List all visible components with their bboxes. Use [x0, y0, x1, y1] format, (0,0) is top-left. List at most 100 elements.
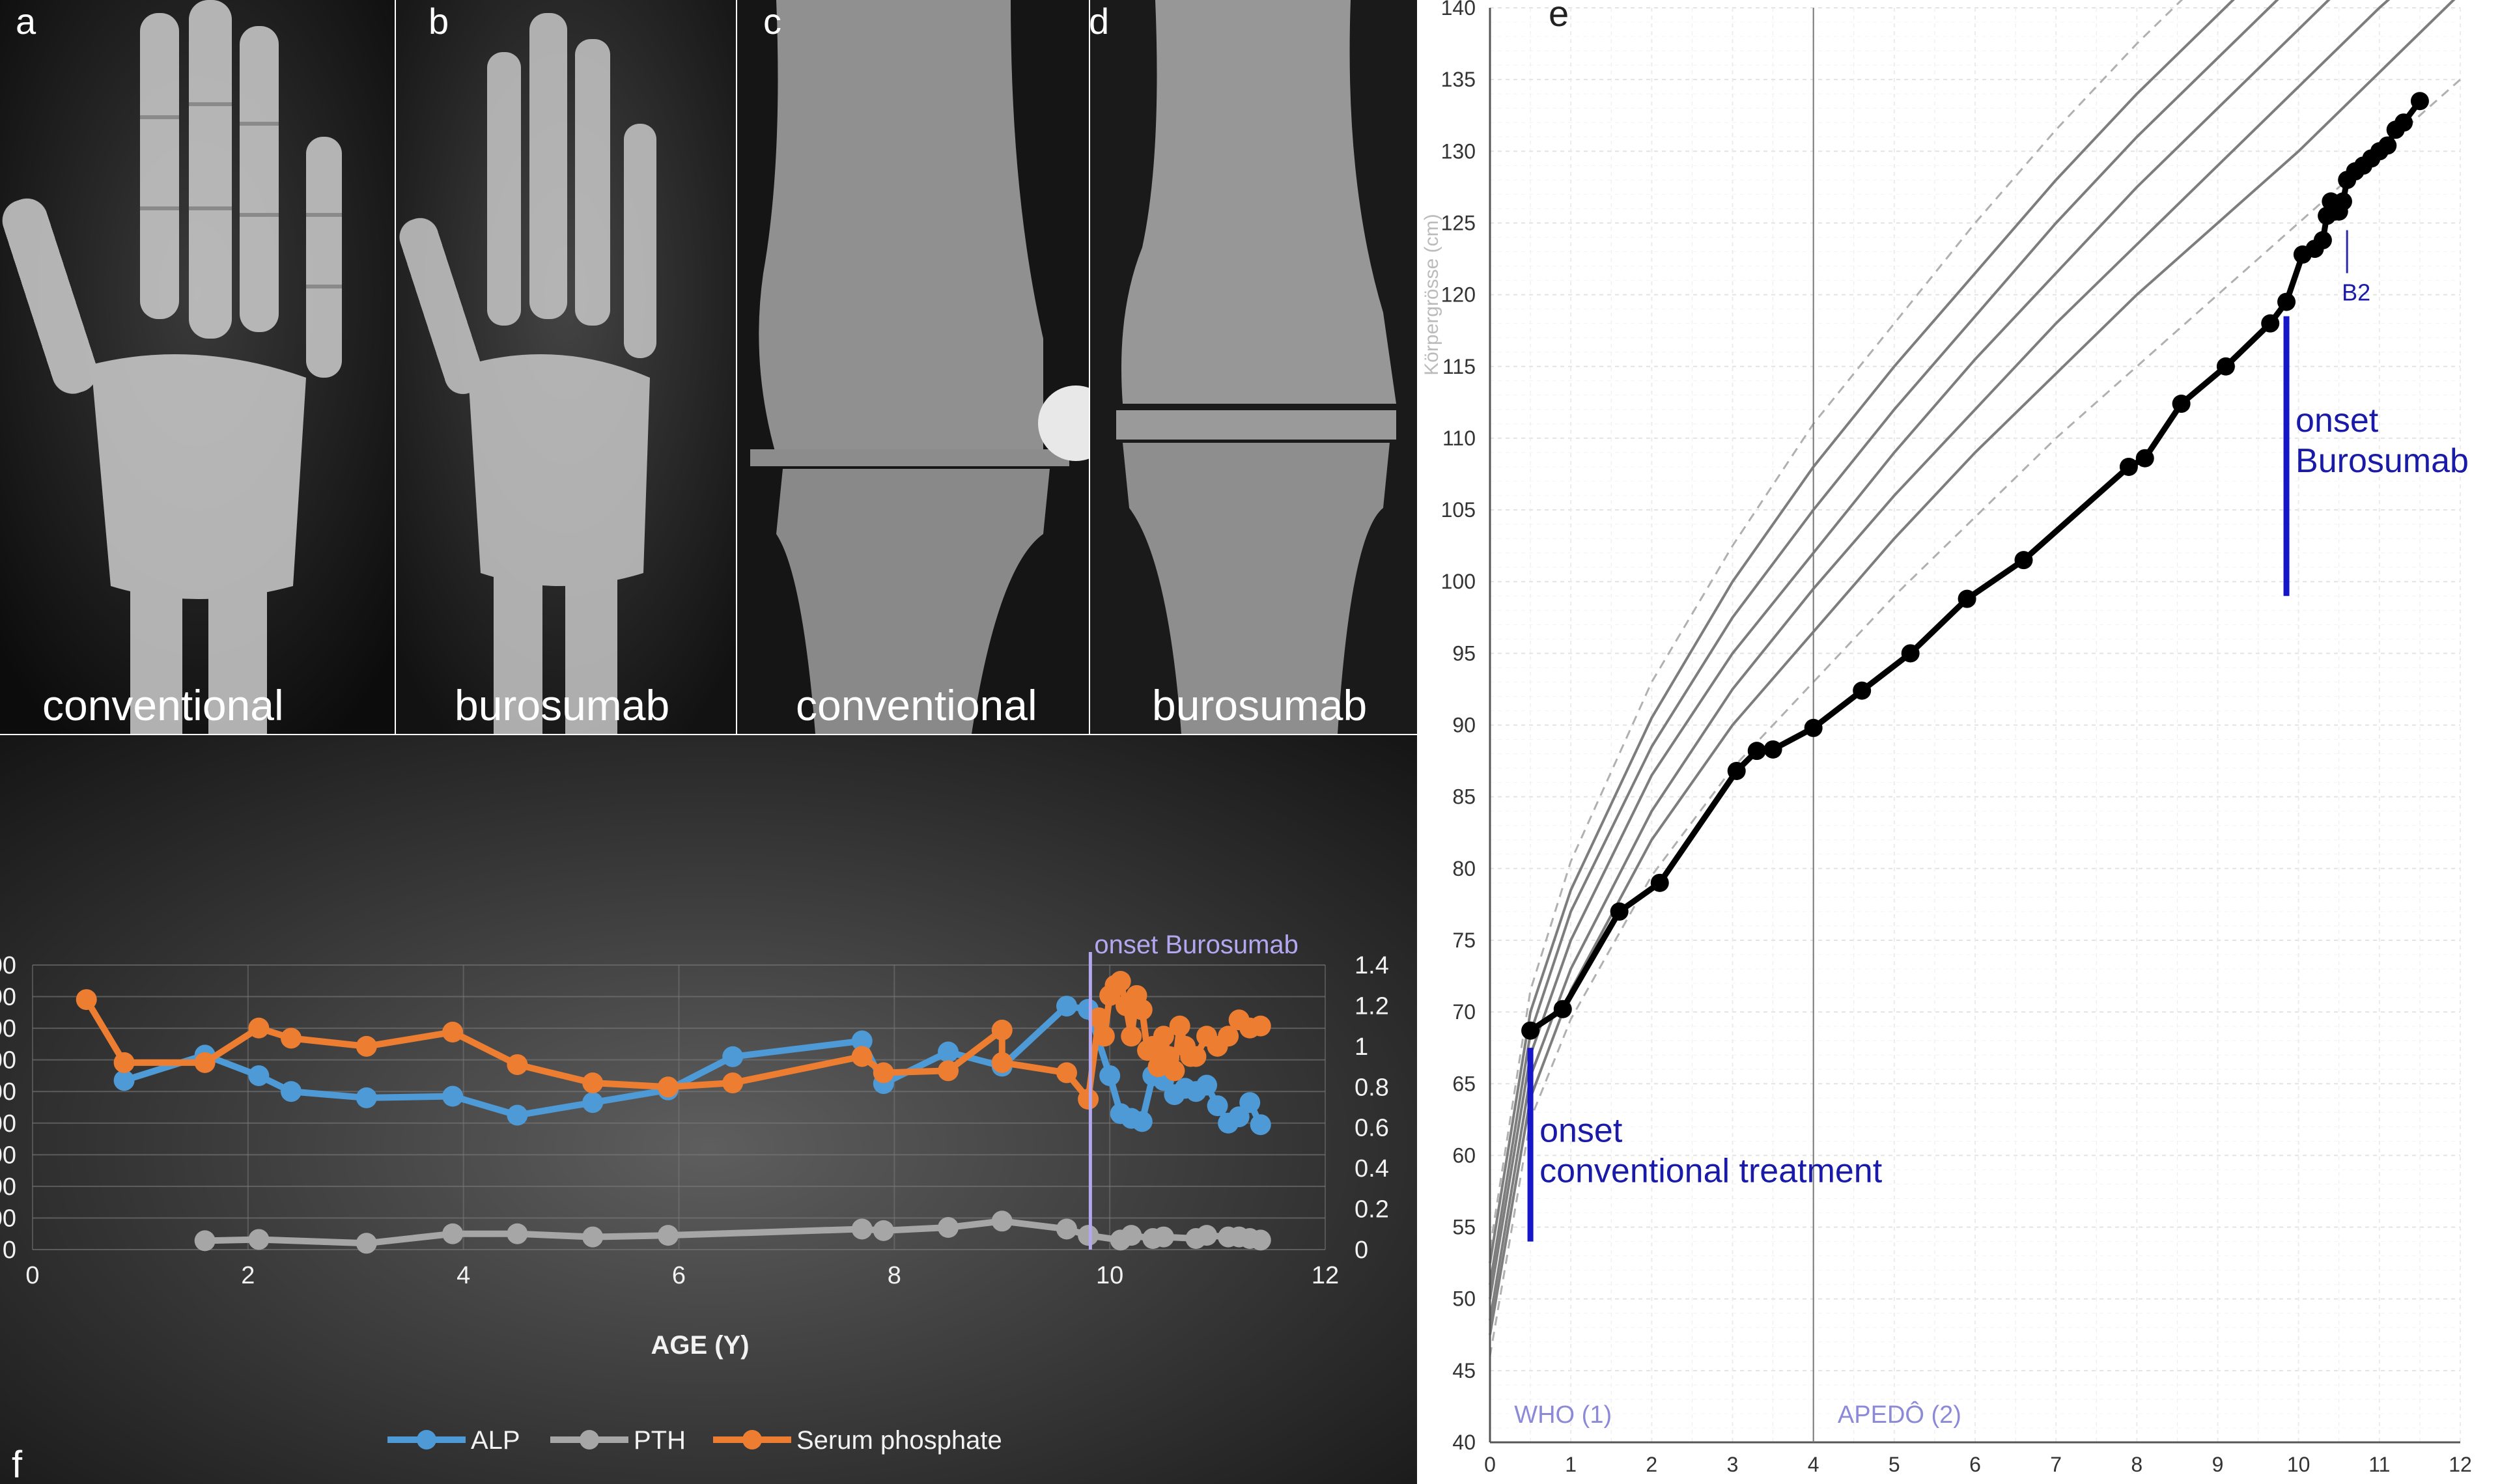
- panel-letter-b: b: [428, 1, 449, 42]
- annotation-label: onset: [1539, 1112, 1623, 1150]
- data-point: [1056, 1218, 1077, 1240]
- x-tick-label: 6: [1969, 1453, 1981, 1476]
- data-point: [1056, 1062, 1077, 1084]
- y-tick-label: 0: [3, 1237, 16, 1264]
- hand-xray-image: [396, 0, 736, 734]
- data-point: [442, 1223, 464, 1244]
- data-point: [442, 1022, 464, 1043]
- data-point: [657, 1076, 679, 1098]
- y-tick-label: 45: [1452, 1359, 1476, 1382]
- data-point: [76, 989, 97, 1011]
- reference-label: WHO (1): [1514, 1401, 1612, 1429]
- data-point: [1958, 589, 1976, 608]
- x-tick-label: 2: [1646, 1453, 1657, 1476]
- x-tick-label: 10: [2287, 1453, 2310, 1476]
- data-point: [1250, 1015, 1271, 1037]
- panel-letter-a: a: [16, 1, 36, 42]
- data-point: [938, 1217, 959, 1239]
- x-tick-label: 2: [241, 1262, 255, 1289]
- y-tick-label: 900: [0, 952, 16, 979]
- y2-tick-label: 1.2: [1355, 992, 1389, 1020]
- reference-label: APEDÔ (2): [1838, 1400, 1961, 1429]
- data-point: [851, 1218, 873, 1240]
- data-point: [1185, 1046, 1207, 1067]
- data-point: [1121, 1225, 1142, 1246]
- data-point: [1763, 740, 1782, 759]
- data-point: [2135, 449, 2154, 468]
- data-point: [582, 1226, 604, 1248]
- data-point: [2119, 457, 2138, 476]
- data-point: [722, 1072, 744, 1094]
- caption-c: conventional: [796, 681, 1037, 729]
- data-point: [2378, 136, 2397, 155]
- y-tick-label: 100: [0, 1205, 16, 1232]
- data-point: [2395, 113, 2413, 132]
- percentile-curve: [1489, 0, 2184, 1249]
- x-tick-label: 8: [888, 1262, 901, 1289]
- y-tick-label: 55: [1452, 1216, 1476, 1239]
- data-point: [1078, 1225, 1099, 1246]
- panel-letter-e: e: [1549, 0, 1569, 34]
- panel-b-xray-hand: b burosumab: [396, 0, 736, 734]
- data-point: [873, 1062, 894, 1084]
- y-tick-label: 95: [1452, 641, 1476, 665]
- y-tick-label: 80: [1452, 857, 1476, 880]
- y-tick-label: 600: [0, 1047, 16, 1074]
- caption-a: conventional: [42, 681, 284, 729]
- data-point: [2216, 357, 2235, 376]
- annotation-label: onset Burosumab: [1094, 931, 1299, 959]
- y-tick-label: 140: [1441, 0, 1476, 20]
- y-tick-label: 90: [1452, 714, 1476, 737]
- hand-xray-image: [0, 0, 395, 734]
- y-tick-label: 400: [0, 1110, 16, 1138]
- data-point: [1169, 1015, 1190, 1037]
- panel-d-xray-knee: d burosumab: [1090, 0, 1417, 734]
- data-point: [873, 1220, 894, 1241]
- annotation-label: conventional treatment: [1539, 1153, 1883, 1190]
- knee-xray-image: [1090, 0, 1417, 734]
- data-point: [582, 1092, 604, 1113]
- y2-tick-label: 0.6: [1355, 1115, 1389, 1142]
- data-point: [356, 1087, 377, 1108]
- data-point: [1131, 1111, 1153, 1132]
- data-point: [248, 1229, 270, 1250]
- data-point: [248, 1017, 270, 1039]
- data-point: [356, 1233, 377, 1254]
- data-point: [1196, 1225, 1218, 1246]
- x-tick-label: 10: [1096, 1262, 1123, 1289]
- data-point: [1747, 742, 1766, 761]
- y-tick-label: 115: [1442, 355, 1476, 378]
- y-tick-label: 120: [1441, 283, 1476, 307]
- legend-label: Serum phosphate: [796, 1426, 1002, 1455]
- data-point: [248, 1065, 270, 1086]
- y-axis-label: Körpergrösse (cm): [1421, 214, 1442, 375]
- y-tick-label: 75: [1452, 929, 1476, 952]
- data-point: [1804, 718, 1823, 737]
- data-point: [2410, 92, 2429, 111]
- data-point: [1650, 873, 1669, 892]
- x-tick-label: 7: [2050, 1453, 2062, 1476]
- data-point: [851, 1046, 873, 1067]
- annotation-label: Burosumab: [2296, 442, 2469, 480]
- x-tick-label: 0: [1484, 1453, 1496, 1476]
- data-point: [2333, 192, 2352, 211]
- data-point: [281, 1081, 302, 1102]
- y-tick-label: 60: [1452, 1143, 1476, 1167]
- data-point: [1099, 1065, 1121, 1086]
- y-tick-label: 700: [0, 1015, 16, 1043]
- data-point: [1228, 1106, 1250, 1128]
- data-point: [1093, 1026, 1115, 1047]
- x-tick-label: 12: [2449, 1453, 2472, 1476]
- data-point: [281, 1028, 302, 1049]
- panel-letter-c: c: [763, 1, 781, 42]
- data-point: [1250, 1114, 1271, 1136]
- percentile-curve: [1489, 0, 2456, 1336]
- data-point: [442, 1085, 464, 1107]
- legend-marker: [580, 1430, 599, 1449]
- data-point: [507, 1104, 528, 1126]
- y2-tick-label: 1: [1355, 1033, 1368, 1061]
- y-tick-label: 800: [0, 984, 16, 1011]
- y2-tick-label: 0.8: [1355, 1074, 1389, 1101]
- data-point: [582, 1072, 604, 1094]
- y2-tick-label: 0.4: [1355, 1155, 1389, 1183]
